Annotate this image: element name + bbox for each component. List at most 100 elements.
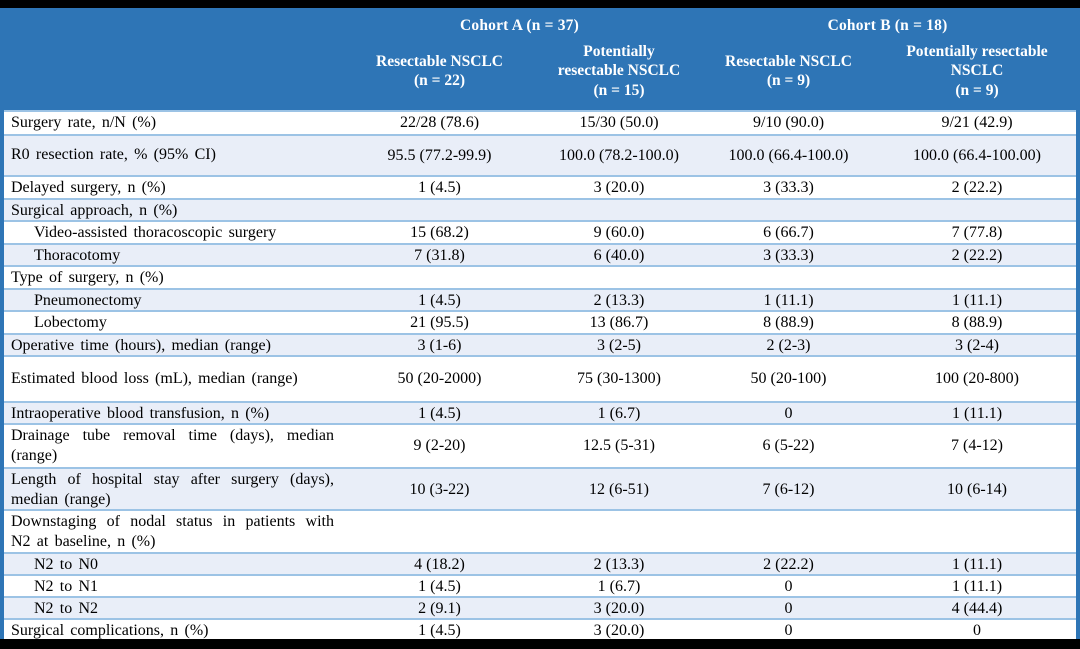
row-label: Video-assisted thoracoscopic surgery xyxy=(4,222,340,244)
row-label-text: Drainage tube removal time (days), media… xyxy=(11,427,334,465)
cell-value xyxy=(340,511,539,554)
cell-value: 6 (66.7) xyxy=(763,224,814,242)
table-row: Operative time (hours), median (range) 3 … xyxy=(4,333,1076,355)
row-label-text: Operative time (hours), median (range) xyxy=(11,337,271,354)
cell-value: 7 (6-12) xyxy=(762,481,815,499)
table-row: Drainage tube removal time (days), media… xyxy=(4,423,1076,467)
cell-value: 95.5 (77.2-99.9) xyxy=(387,146,492,164)
cohort-b-header: Cohort B (n = 18) xyxy=(827,17,948,34)
row-label: R0 resection rate, % (95% CI) xyxy=(4,136,340,175)
table-body: Surgery rate, n/N (%) 22/28 (78.6) 15/30 (… xyxy=(4,110,1076,639)
cell-value: 13 (86.7) xyxy=(589,314,649,332)
bottom-frame-bar xyxy=(0,639,1080,649)
cell-value: 1 (4.5) xyxy=(418,179,461,197)
cell-value: 100 (20-800) xyxy=(935,370,1019,387)
cell-value: 9/10 (90.0) xyxy=(752,114,825,132)
cell-value: 7 (31.8) xyxy=(414,247,465,265)
row-label: Estimated blood loss (mL), median (range… xyxy=(4,357,340,401)
row-label-text: Length of hospital stay after surgery (d… xyxy=(11,471,334,509)
cell-value: 22/28 (78.6) xyxy=(399,114,480,132)
row-label: Drainage tube removal time (days), media… xyxy=(4,425,340,468)
cell-value: 7 (4-12) xyxy=(951,437,1003,455)
cell-value: 1 (4.5) xyxy=(418,578,461,596)
cell-value: 0 xyxy=(784,600,793,618)
table-row: R0 resection rate, % (95% CI) 95.5 (77.2-… xyxy=(4,134,1076,175)
cell-value: 2 (9.1) xyxy=(418,600,461,618)
cell-value xyxy=(539,511,699,554)
table-row: Lobectomy 21 (95.5) 13 (86.7) 8 (88.9) 8 (88… xyxy=(4,310,1076,333)
column-header-line: resectable NSCLC xyxy=(557,62,681,80)
cell-value: 21 (95.5) xyxy=(410,314,469,332)
table-row: Surgical approach, n (%) xyxy=(4,198,1076,220)
cell-value: 1 (11.1) xyxy=(951,405,1003,423)
row-label-text: Surgical complications, n (%) xyxy=(11,622,209,639)
row-label-text: N2 to N0 xyxy=(34,556,99,573)
cell-value: 3 (2-4) xyxy=(955,337,999,355)
column-header-line: Resectable NSCLC xyxy=(725,52,852,70)
column-header: Potentially resectable NSCLC (n = 15) xyxy=(539,38,699,110)
column-header-line: (n = 22) xyxy=(413,72,466,89)
cell-value: 3 (2-5) xyxy=(597,337,641,355)
cell-value: 1 (11.1) xyxy=(951,578,1003,596)
cell-value xyxy=(878,267,1076,289)
row-label: Surgery rate, n/N (%) xyxy=(4,112,340,134)
cell-value: 1 (6.7) xyxy=(597,578,641,596)
table-row: Surgery rate, n/N (%) 22/28 (78.6) 15/30 (… xyxy=(4,110,1076,134)
column-header-line: (n = 15) xyxy=(593,81,645,99)
cell-value: 9 (60.0) xyxy=(593,224,645,242)
cell-value: 100.0 (78.2-100.0) xyxy=(559,146,679,164)
cell-value: 8 (88.9) xyxy=(763,314,814,332)
row-label: Downstaging of nodal status in patients … xyxy=(4,511,340,554)
table-row: Delayed surgery, n (%) 1 (4.5) 3 (20.0) 3 (… xyxy=(4,175,1076,198)
row-label: Operative time (hours), median (range) xyxy=(4,335,340,357)
cell-value: 3 (20.0) xyxy=(593,600,645,618)
top-frame-bar xyxy=(0,0,1080,8)
cell-value xyxy=(878,511,1076,554)
cell-value: 2 (22.2) xyxy=(951,247,1003,265)
table-row: N2 to N2 2 (9.1) 3 (20.0) 0 4 (44.4) xyxy=(4,596,1076,618)
cell-value: 6 (5-22) xyxy=(762,437,815,455)
table-row: Video-assisted thoracoscopic surgery 15 (… xyxy=(4,220,1076,243)
row-label-text: Pneumonectomy xyxy=(34,292,142,309)
cell-value: 3 (1-6) xyxy=(417,337,462,355)
cell-value: 1 (11.1) xyxy=(951,292,1003,310)
cell-value xyxy=(340,200,539,222)
row-label-text: N2 to N2 xyxy=(34,600,99,617)
cell-value: 2 (13.3) xyxy=(593,556,645,574)
row-label: Type of surgery, n (%) xyxy=(4,267,340,289)
cell-value: 3 (33.3) xyxy=(763,247,814,265)
cell-value: 0 xyxy=(784,622,793,640)
cell-value: 9/21 (42.9) xyxy=(941,114,1013,132)
row-label-text: Downstaging of nodal status in patients … xyxy=(11,513,334,551)
row-label: Surgical complications, n (%) xyxy=(4,620,340,642)
row-label: Surgical approach, n (%) xyxy=(4,200,340,222)
row-label-text: Estimated blood loss (mL), median (range… xyxy=(11,369,298,387)
cell-value xyxy=(539,267,699,289)
cell-value: 10 (3-22) xyxy=(409,481,470,499)
cell-value: 50 (20-2000) xyxy=(397,370,482,387)
cell-value xyxy=(699,267,878,289)
cell-value: 3 (20.0) xyxy=(593,179,645,197)
cell-value: 12 (6-51) xyxy=(589,481,649,499)
row-label-text: Type of surgery, n (%) xyxy=(11,269,164,286)
cohort-a-header: Cohort A (n = 37) xyxy=(459,17,579,34)
cell-value: 0 xyxy=(784,405,793,423)
table-row: Surgical complications, n (%) 1 (4.5) 3 (2… xyxy=(4,618,1076,639)
column-header-line: Resectable NSCLC xyxy=(376,52,503,70)
column-header-line: (n = 9) xyxy=(766,72,811,89)
cell-value: 2 (13.3) xyxy=(593,292,645,310)
cell-value: 4 (44.4) xyxy=(951,600,1003,618)
row-label-text: Surgical approach, n (%) xyxy=(11,202,178,219)
cell-value: 15/30 (50.0) xyxy=(579,114,659,132)
cell-value xyxy=(539,200,699,222)
row-label-text: Thoracotomy xyxy=(34,247,121,264)
cell-value: 3 (20.0) xyxy=(593,622,645,640)
column-header-line: Potentially resectable xyxy=(906,42,1048,60)
row-label: N2 to N2 xyxy=(4,598,340,620)
row-label: Delayed surgery, n (%) xyxy=(4,177,340,199)
cell-value: 1 (4.5) xyxy=(418,622,461,640)
row-label-text: R0 resection rate, % (95% CI) xyxy=(11,146,216,164)
row-label: Pneumonectomy xyxy=(4,290,340,312)
cell-value: 50 (20-100) xyxy=(750,370,827,387)
cell-value: 15 (68.2) xyxy=(410,224,469,242)
